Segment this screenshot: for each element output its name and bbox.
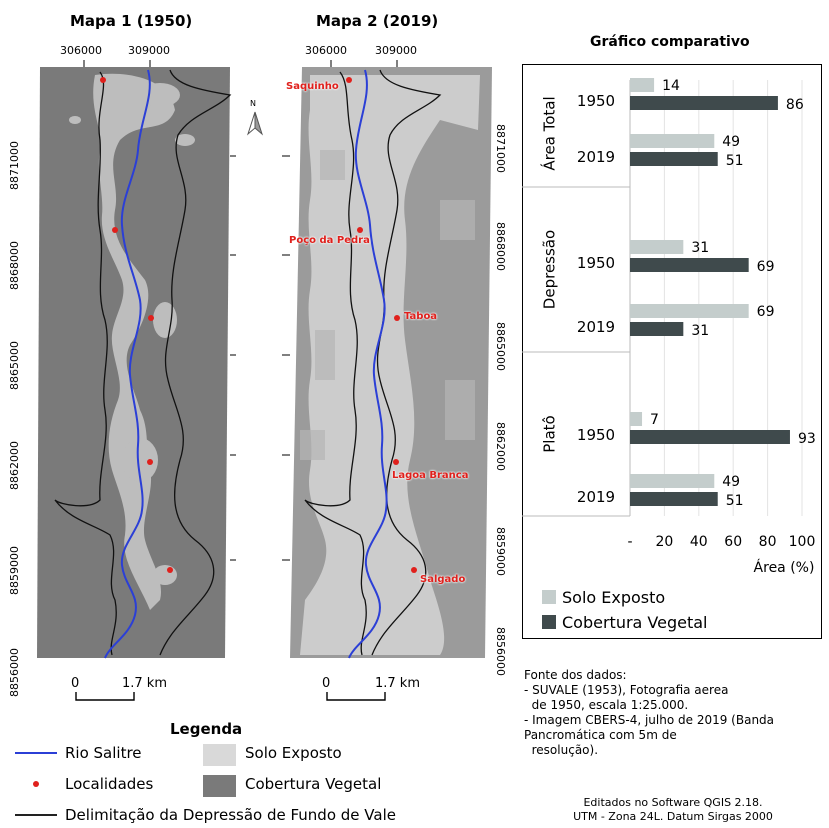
map1-ytick: 8856000 [8, 648, 21, 697]
bar-value-label: 51 [726, 153, 744, 169]
locality-label: Salgado [420, 574, 466, 585]
x-axis-label: Área (%) [754, 559, 815, 576]
bar-solo-exposto [630, 134, 715, 148]
bar-value-label: 49 [722, 134, 740, 150]
bar-value-label: 49 [722, 474, 740, 490]
x-tick-label: 80 [759, 534, 777, 550]
chart-legend-swatch-icon [542, 590, 556, 604]
map2-image [290, 67, 492, 659]
year-label: 2019 [577, 488, 615, 506]
map2-ytick: 8856000 [494, 627, 507, 676]
bar-solo-exposto [630, 474, 715, 488]
year-label: 2019 [577, 148, 615, 166]
legend-boundary-label: Delimitação da Depressão de Fundo de Val… [65, 806, 396, 824]
legend-river-label: Rio Salitre [65, 744, 142, 762]
year-label: 1950 [577, 92, 615, 110]
sources-line: resolução). [524, 743, 599, 757]
chart-title: Gráfico comparativo [590, 34, 750, 50]
sources-heading: Fonte dos dados: [524, 668, 627, 682]
locality-label: Saquinho [286, 81, 339, 92]
bar-cobertura-vegetal [630, 430, 790, 444]
bar-solo-exposto [630, 304, 749, 318]
credits: Editados no Software QGIS 2.18. UTM - Zo… [520, 796, 826, 824]
legend-solo-label: Solo Exposto [245, 744, 342, 762]
year-label: 2019 [577, 318, 615, 336]
bar-value-label: 51 [726, 493, 744, 509]
year-label: 1950 [577, 254, 615, 272]
map2-ytick: 8862000 [494, 422, 507, 471]
map2-ytick: 8859000 [494, 527, 507, 576]
sources-line: Pancromática com 5m de [524, 728, 677, 742]
sources-line: de 1950, escala 1:25.000. [524, 698, 689, 712]
map2-ytick: 8868000 [494, 222, 507, 271]
map1-ytick: 8862000 [8, 441, 21, 490]
group-label: Depressão [541, 230, 559, 309]
bar-value-label: 93 [798, 431, 816, 447]
bar-solo-exposto [630, 240, 684, 254]
year-label: 1950 [577, 426, 615, 444]
chart-legend-label: Cobertura Vegetal [562, 613, 708, 632]
x-tick-label: 20 [655, 534, 673, 550]
bar-cobertura-vegetal [630, 258, 749, 272]
bar-cobertura-vegetal [630, 322, 684, 336]
legend-title: Legenda [170, 720, 243, 738]
bar-value-label: 7 [650, 412, 659, 428]
map2-ytick: 8865000 [494, 322, 507, 371]
legend-cobertura-label: Cobertura Vegetal [245, 775, 382, 793]
bar-solo-exposto [630, 412, 643, 426]
north-arrow-icon [246, 111, 264, 136]
bar-value-label: 86 [786, 97, 804, 113]
bar-value-label: 31 [691, 240, 709, 256]
bar-solo-exposto [630, 78, 655, 92]
sources-line: - SUVALE (1953), Fotografia aerea [524, 683, 729, 697]
map1-ytick: 8871000 [8, 141, 21, 190]
map2-xtick: 306000 [305, 44, 347, 57]
chart-legend-label: Solo Exposto [562, 588, 665, 607]
map1-ytick: 8859000 [8, 546, 21, 595]
map1-scale-start: 0 [71, 676, 80, 691]
bar-value-label: 69 [757, 304, 775, 320]
sources-line: - Imagem CBERS-4, julho de 2019 (Banda [524, 713, 775, 727]
map2-scale-end: 1.7 km [375, 676, 420, 691]
map1-scale-end: 1.7 km [122, 676, 167, 691]
map1-image [37, 67, 232, 659]
bar-cobertura-vegetal [630, 96, 778, 110]
x-tick-label: 60 [724, 534, 742, 550]
group-label: Platô [541, 415, 559, 452]
map2-scale-start: 0 [322, 676, 331, 691]
data-sources: Fonte dos dados: - SUVALE (1953), Fotogr… [524, 668, 774, 758]
x-tick-label: - [627, 534, 632, 550]
chart-legend-swatch-icon [542, 615, 556, 629]
credits-line: UTM - Zona 24L. Datum Sirgas 2000 [573, 810, 773, 823]
map1-xtick: 306000 [60, 44, 102, 57]
bar-value-label: 14 [662, 78, 680, 94]
locality-label: Poço da Pedra [289, 235, 370, 246]
map2-ytick: 8871000 [494, 124, 507, 173]
north-label: N [250, 99, 256, 108]
bar-value-label: 31 [691, 323, 709, 339]
map1-ytick: 8865000 [8, 341, 21, 390]
map2-title: Mapa 2 (2019) [316, 12, 439, 30]
credits-line: Editados no Software QGIS 2.18. [583, 796, 763, 809]
map1-title: Mapa 1 (1950) [70, 12, 193, 30]
bar-cobertura-vegetal [630, 152, 718, 166]
comparison-bar-chart: Área Total 1950 14 86 2019 49 51 Depressão 1950 3… [522, 78, 816, 632]
x-tick-label: 40 [690, 534, 708, 550]
map1-ytick: 8868000 [8, 241, 21, 290]
group-label: Área Total [540, 96, 559, 170]
locality-label: Taboa [404, 311, 438, 322]
locality-label: Lagoa Branca [392, 470, 469, 481]
legend-localities-label: Localidades [65, 775, 154, 793]
bar-cobertura-vegetal [630, 492, 718, 506]
bar-value-label: 69 [757, 259, 775, 275]
map1-xtick: 309000 [128, 44, 170, 57]
map2-xtick: 309000 [375, 44, 417, 57]
x-tick-label: 100 [789, 534, 816, 550]
